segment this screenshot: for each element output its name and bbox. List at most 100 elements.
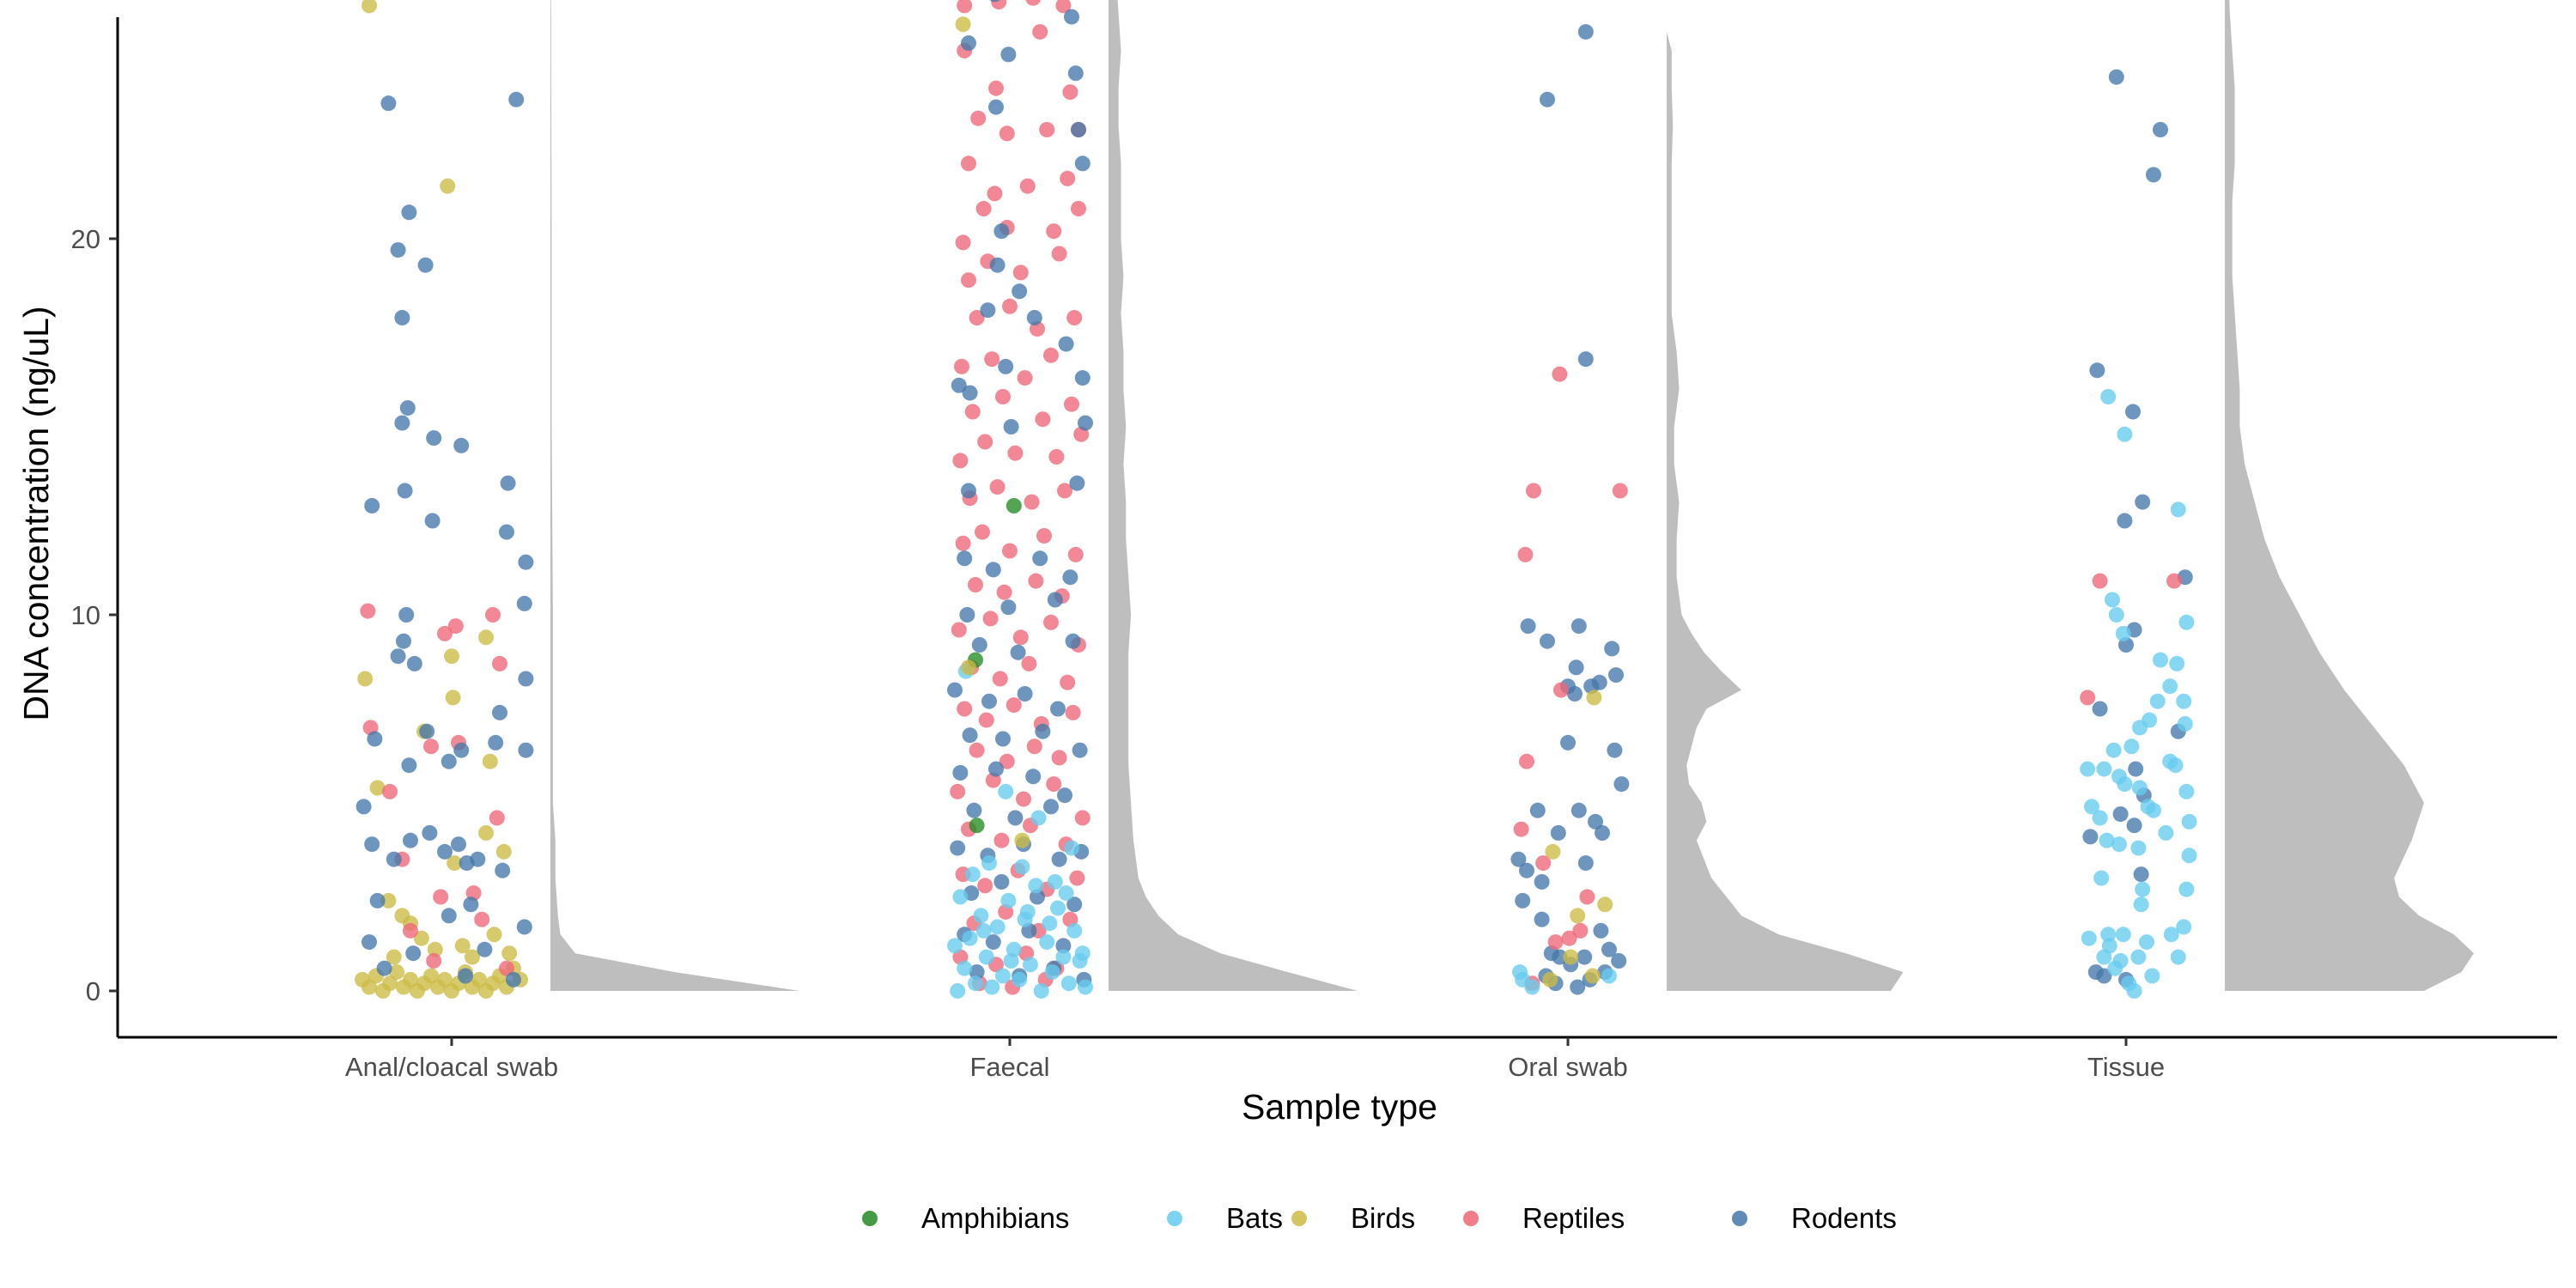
data-point-bats (1055, 949, 1072, 965)
data-point-birds (386, 949, 402, 965)
data-point-reptiles (474, 911, 490, 927)
data-point-rodents (1012, 283, 1028, 300)
data-point-bats (2176, 919, 2192, 935)
data-point-rodents (518, 671, 534, 687)
data-point-rodents (403, 832, 418, 848)
data-point-rodents (2125, 404, 2141, 420)
data-point-birds (427, 941, 443, 957)
data-point-reptiles (969, 742, 985, 758)
data-point-reptiles (957, 0, 973, 14)
data-point-rodents (361, 934, 377, 951)
data-point-rodents (364, 498, 380, 513)
data-point-reptiles (382, 783, 398, 799)
data-point-rodents (952, 765, 969, 781)
data-point-rodents (401, 204, 417, 221)
data-point-rodents (1058, 336, 1074, 352)
data-point-bats (2181, 813, 2197, 829)
data-point-birds (955, 16, 971, 33)
data-point-reptiles (426, 953, 442, 969)
x-axis-title: Sample type (1242, 1087, 1437, 1127)
data-point-rodents (989, 0, 1000, 3)
data-point-rodents (1066, 896, 1083, 913)
data-point-birds (389, 964, 404, 981)
data-point-bats (2176, 693, 2192, 709)
data-point-rodents (499, 524, 514, 540)
data-point-bats (2135, 881, 2151, 897)
data-point-rodents (1074, 155, 1091, 172)
data-point-rodents (1534, 874, 1550, 890)
data-point-bats (2123, 738, 2140, 755)
data-point-rodents (1074, 370, 1091, 386)
data-point-rodents (376, 960, 392, 976)
data-point-rodents (961, 483, 976, 499)
data-point-bats (2084, 799, 2099, 815)
data-point-birds (380, 892, 397, 908)
legend-label-rodents: Rodents (1791, 1202, 1897, 1234)
data-point-bats (2096, 761, 2112, 777)
x-tick-label-tissue: Tissue (2087, 1052, 2165, 1082)
data-point-rodents (405, 945, 422, 962)
data-point-rodents (1078, 415, 1093, 431)
data-point-bats (975, 922, 992, 939)
data-point-bats (989, 919, 1005, 935)
data-point-rodents (437, 843, 453, 860)
data-point-rodents (962, 385, 978, 401)
data-point-rodents (1571, 618, 1587, 635)
density-tissue (2225, 0, 2474, 991)
data-point-birds (394, 908, 410, 924)
data-point-bats (1014, 859, 1030, 875)
data-point-reptiles (1048, 449, 1065, 465)
data-point-birds (382, 975, 398, 992)
data-point-reptiles (984, 351, 1000, 368)
data-point-rodents (495, 862, 511, 878)
data-point-rodents (1017, 686, 1033, 702)
data-point-reptiles (1032, 24, 1048, 40)
data-point-reptiles (447, 618, 464, 635)
data-point-bats (2178, 614, 2195, 630)
data-point-rodents (386, 851, 402, 867)
legend-label-bats: Bats (1226, 1202, 1283, 1234)
data-point-reptiles (955, 234, 971, 251)
data-point-birds (1542, 971, 1558, 987)
data-point-rodents (1065, 633, 1081, 649)
y-axis-ticks: 01020304050 (71, 224, 118, 1006)
data-point-rodents (1577, 351, 1594, 368)
data-point-reptiles (1517, 546, 1534, 562)
data-point-reptiles (1002, 543, 1018, 559)
legend-item-rodents: Rodents (1732, 1202, 1897, 1234)
data-point-reptiles (1025, 0, 1041, 6)
data-point-reptiles (1024, 494, 1040, 510)
data-point-bats (2133, 896, 2149, 913)
data-point-birds (1586, 690, 1602, 706)
data-point-reptiles (1519, 753, 1534, 769)
data-point-reptiles (975, 524, 990, 540)
data-point-bats (1000, 892, 1017, 908)
data-point-bats (2158, 825, 2174, 841)
data-point-rodents (518, 554, 534, 570)
data-point-rodents (396, 633, 411, 649)
legend-key-rodents (1732, 1211, 1747, 1226)
data-point-bats (2081, 930, 2097, 946)
data-point-rodents (1055, 938, 1072, 954)
data-point-rodents (1591, 674, 1607, 690)
data-point-rodents (1570, 979, 1586, 995)
x-tick-label-oral-swab: Oral swab (1508, 1052, 1628, 1082)
data-point-rodents (453, 437, 470, 453)
data-point-rodents (440, 908, 457, 924)
data-point-rodents (401, 757, 417, 774)
data-point-reptiles (1026, 738, 1042, 755)
density-faecal (1109, 0, 1358, 991)
data-point-reptiles (977, 878, 993, 894)
data-point-rodents (500, 475, 516, 491)
data-point-rodents (1534, 911, 1550, 927)
data-point-bats (1524, 979, 1540, 995)
legend: Amphibians Bats Birds Reptiles Rodents (862, 1202, 1897, 1234)
data-point-birds (454, 938, 471, 954)
data-point-reptiles (1553, 682, 1569, 698)
data-point-bats (1033, 983, 1049, 999)
data-point-rodents (947, 682, 963, 698)
data-point-rodents (988, 761, 1004, 777)
data-point-bats (1078, 979, 1093, 995)
data-point-rodents (1520, 618, 1536, 635)
data-point-rodents (516, 919, 532, 935)
